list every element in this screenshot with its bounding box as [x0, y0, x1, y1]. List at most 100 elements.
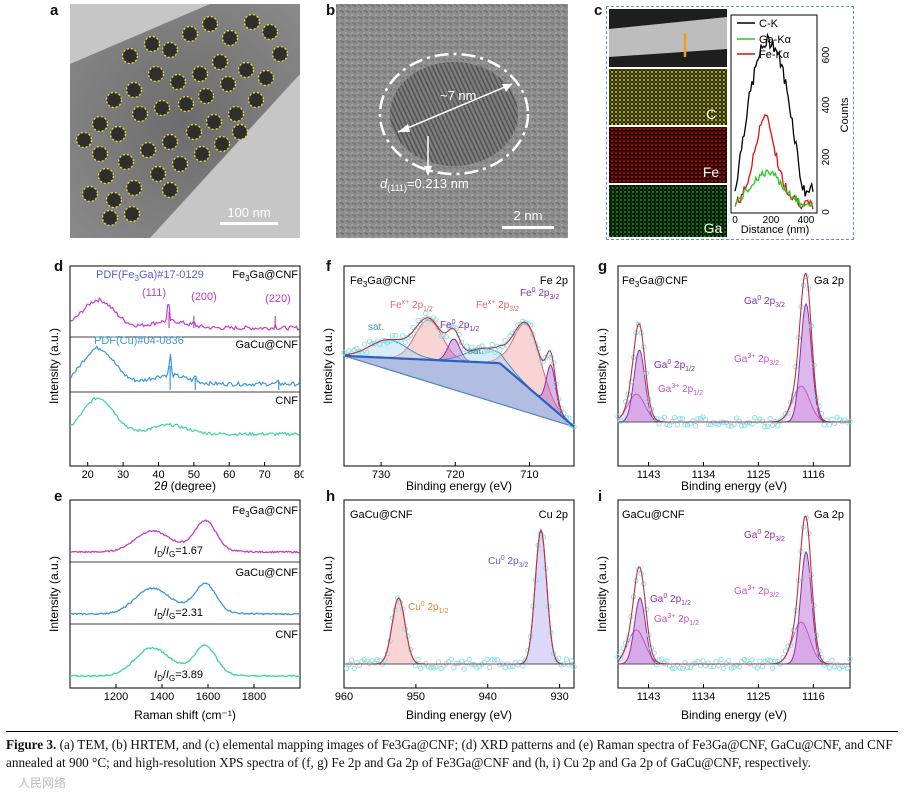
raman-xtick: 1200: [104, 691, 128, 703]
mapping-svg: C Fe Ga C-K Ga-Kα Fe-Kα Distance (nm) Co…: [609, 9, 851, 237]
nanoparticle: [91, 145, 109, 163]
xps-f-data-point: [420, 317, 426, 323]
nanoparticle: [75, 131, 93, 149]
xps-h-data-point: [566, 662, 572, 668]
xps-f-data-point: [494, 343, 500, 349]
hrtem-image: ~7 nm d(111)=0.213 nm 2 nm: [336, 4, 568, 238]
nanoparticle: [91, 115, 109, 133]
xps-i-data-point: [700, 658, 706, 664]
xps-g-data-point: [736, 418, 742, 424]
xps-f-data-point: [469, 344, 475, 351]
xps-h-data-point: [471, 662, 477, 668]
xps-f-data-point: [448, 323, 454, 329]
raman-label-gacu: GaCu@CNF: [235, 567, 298, 579]
mapping-ytick: 200: [821, 148, 832, 165]
xrd-pdf2: PDF(Cu)#04-0836: [94, 335, 184, 347]
xps-f-data-point: [492, 349, 498, 356]
xps-f-ylabel: Intensity (a.u.): [321, 328, 335, 404]
nanoparticle: [121, 47, 139, 65]
xps-g-ga0-half: Ga0 2p1/2: [654, 359, 695, 373]
ratio-value: =2.31: [175, 607, 203, 619]
xps-f-data-point: [346, 347, 352, 354]
map-label-fe: Fe: [703, 164, 720, 180]
raman-xtick: 1400: [150, 691, 174, 703]
xrd-xtick: 80: [294, 469, 304, 481]
xps-h-data-point: [451, 665, 457, 671]
xps-i-data-point: [659, 656, 665, 662]
panel-label-e: e: [54, 488, 63, 505]
tem-scale-line: [220, 222, 278, 225]
xps-g-data-point: [700, 414, 706, 420]
raman-ratio-gacu: ID/IG=2.31: [154, 607, 203, 621]
ratio-value: =1.67: [175, 545, 203, 557]
mapping-ylabel: Counts: [839, 97, 851, 132]
xps-f-sample: Fe3Ga@CNF: [350, 275, 416, 289]
xps-f-data-point: [530, 332, 536, 338]
nanoparticle: [149, 165, 167, 183]
xps-i-ga0-half: Ga0 2p1/2: [650, 593, 691, 607]
profile-c: [734, 32, 814, 197]
size-label: ~7 nm: [440, 88, 477, 103]
xps-h-data-point: [512, 659, 518, 666]
xps-f-data-point: [392, 333, 398, 339]
mapping-ytick: 600: [821, 46, 832, 63]
xps-f-fe0-half: Fe0 2p1/2: [440, 319, 479, 333]
raman-ratio-fe3ga: ID/IG=1.67: [154, 545, 203, 559]
xps-g-data-point: [666, 422, 673, 428]
map-ga: [609, 185, 727, 237]
xps-g-data-point: [821, 422, 827, 428]
xps-f-data-point: [466, 348, 472, 354]
legend-c: C-K: [759, 18, 779, 30]
xps-g-data-point: [826, 422, 833, 428]
xps-g-xtick: 1116: [802, 469, 825, 481]
map-label-c: C: [706, 106, 716, 122]
xps-g-core: Ga 2p: [814, 275, 844, 287]
nanoparticles: [75, 13, 289, 227]
panel-label-c: c: [594, 2, 603, 19]
xps-f-core: Fe 2p: [540, 275, 568, 287]
xps-g-data-point: [677, 416, 683, 422]
mapping-xlabel: Distance (nm): [741, 224, 809, 236]
xrd-curve: [69, 396, 300, 437]
nanoparticle: [153, 99, 171, 117]
xps-g-data-point: [682, 422, 688, 428]
xps-i-data-point: [726, 657, 732, 664]
xrd-xlabel: 2θ (degree): [154, 479, 216, 493]
xps-h-data-point: [412, 662, 419, 669]
xps-h-data-point: [553, 657, 559, 663]
xps-h-data-point: [492, 657, 498, 663]
xps-g-xlabel: Binding energy (eV): [681, 479, 787, 493]
xps-i-data-point: [754, 665, 760, 671]
xrd-xtick: 40: [152, 469, 164, 481]
xps-i-data-point: [829, 657, 835, 663]
nanoparticle: [219, 75, 237, 93]
xps-f-data-point: [400, 333, 406, 339]
nanoparticle: [201, 15, 219, 33]
panel-label-h: h: [326, 488, 336, 505]
nanoparticle: [117, 153, 135, 171]
xps-g-xtick: 1134: [692, 469, 716, 481]
xps-h-data-point: [466, 656, 472, 662]
xps-h-data-point: [430, 665, 437, 671]
xps-i-data-point: [682, 659, 688, 666]
xps-h-data-point: [464, 660, 470, 666]
xps-i-xtick: 1116: [802, 691, 825, 703]
hrtem-scale-text: 2 nm: [514, 208, 543, 223]
xps-f-data-point: [415, 317, 421, 324]
nanoparticle: [271, 45, 289, 63]
mapping-ytick: 0: [821, 209, 832, 215]
mapping-panel: C Fe Ga C-K Ga-Kα Fe-Kα Distance (nm) Co…: [606, 6, 854, 240]
d-main: d: [380, 176, 388, 191]
xps-i-data-point: [785, 643, 791, 649]
xps-g-data-point: [741, 423, 747, 429]
hrtem-svg: ~7 nm d(111)=0.213 nm 2 nm: [336, 4, 568, 238]
nanoparticle: [147, 65, 165, 83]
xps-f-data-point: [566, 415, 572, 421]
xps-i-data-point: [751, 662, 758, 669]
xps-i-data-point: [677, 665, 683, 671]
xrd-xtick: 30: [117, 469, 129, 481]
xps-i-plot: GaCu@CNF Ga 2p Ga0 2p3/2 Ga0 2p1/2 Ga3+ …: [595, 499, 853, 722]
xps-g-ga3-3half: Ga3+ 2p3/2: [734, 353, 779, 367]
xps-g-ga3-half: Ga3+ 2p1/2: [658, 383, 703, 397]
xps-f-envelope: [345, 317, 575, 427]
